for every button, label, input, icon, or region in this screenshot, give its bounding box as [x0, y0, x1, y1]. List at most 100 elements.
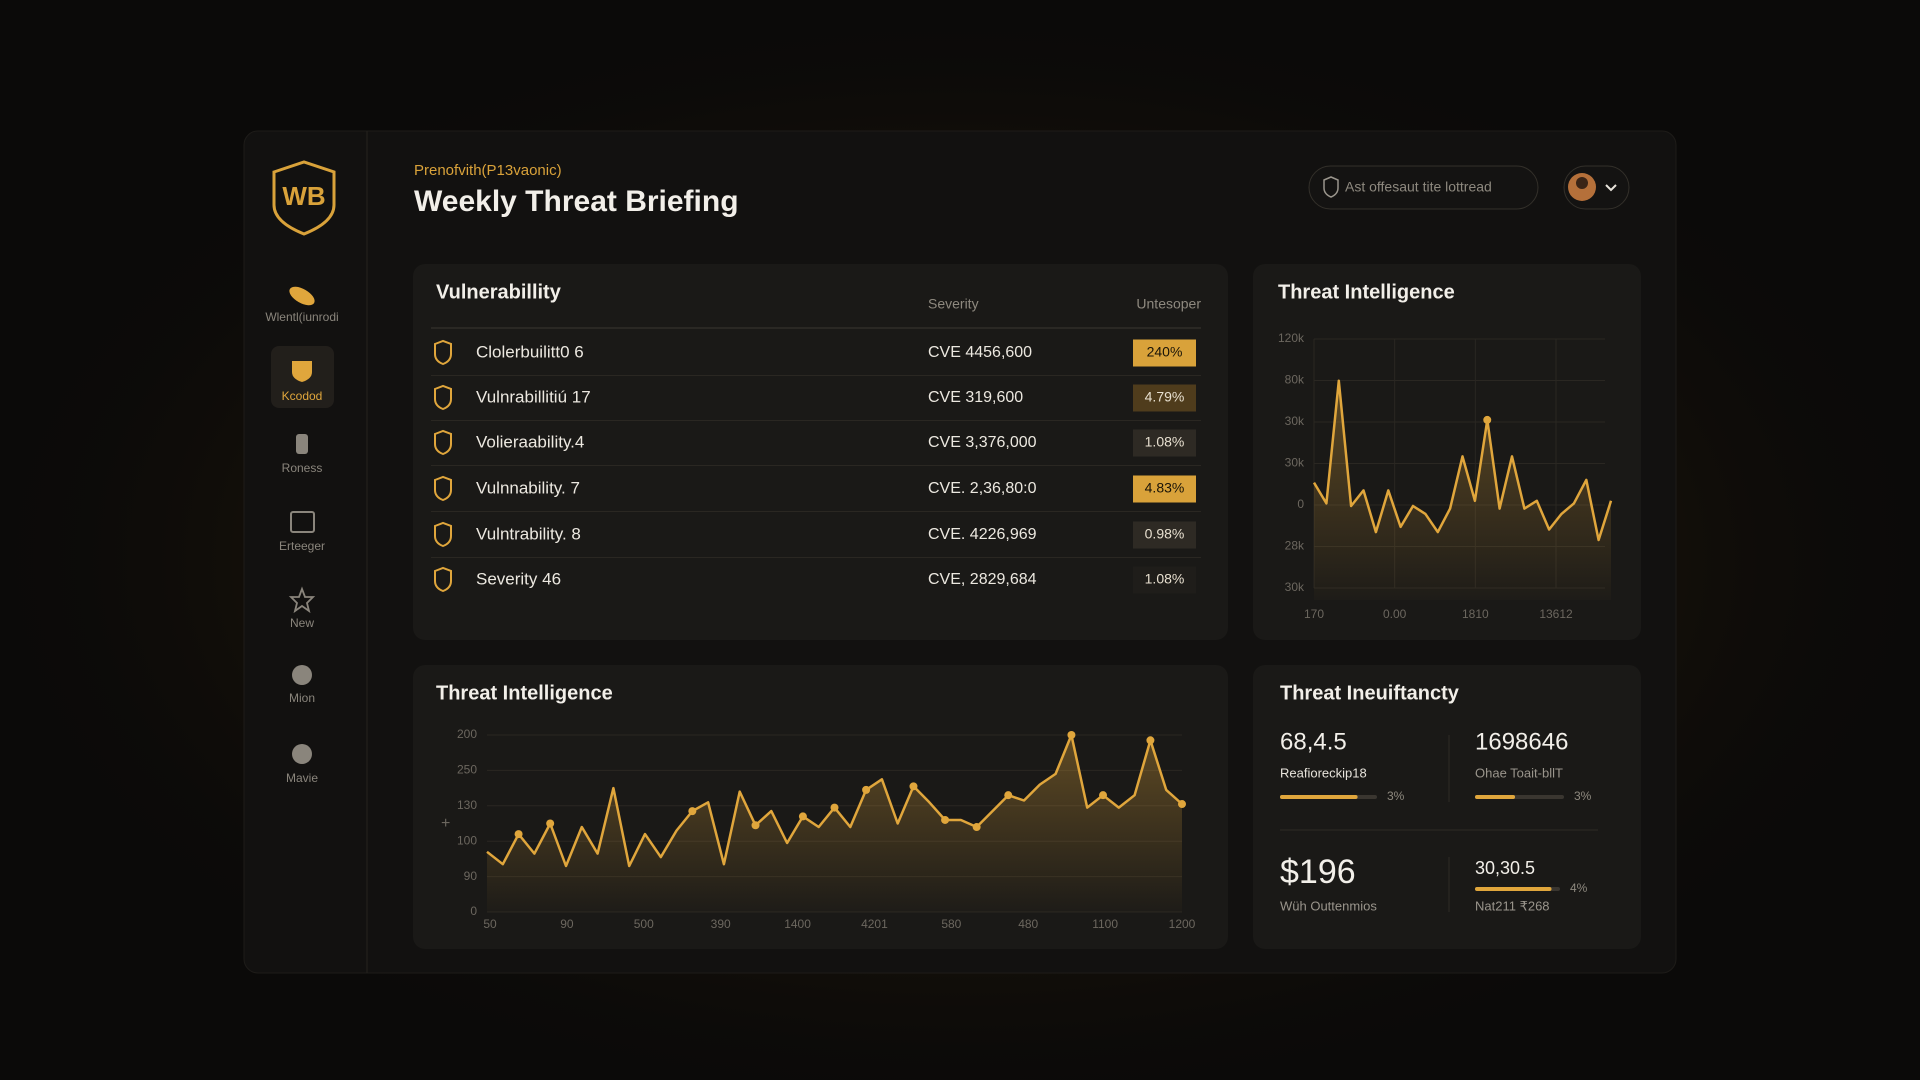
- x-tick-label: 580: [941, 917, 961, 931]
- point: [1099, 791, 1108, 800]
- row-share: 4.79%: [1145, 389, 1185, 405]
- nav-label[interactable]: Mavie: [286, 771, 318, 785]
- nav-label[interactable]: Kcodod: [282, 389, 323, 403]
- stat-value: 30,30.5: [1475, 858, 1535, 878]
- progress-bar: [1280, 795, 1358, 799]
- y-tick-label: 80k: [1285, 373, 1305, 387]
- nav-label[interactable]: New: [290, 616, 314, 630]
- point: [798, 812, 807, 821]
- row-name: Vulnrabillitiú 17: [476, 387, 591, 406]
- stat-label: Reafioreckip18: [1280, 765, 1367, 780]
- row-icon: [434, 339, 452, 366]
- row-share: 1.08%: [1145, 434, 1185, 450]
- stat-value: 1698646: [1475, 728, 1568, 755]
- row-share: 1.08%: [1145, 571, 1185, 587]
- y-tick-label: 200: [457, 727, 477, 741]
- threat-inefficiency-panel: [1253, 665, 1641, 949]
- x-tick-label: 390: [711, 917, 731, 931]
- column-header: Severity: [928, 296, 979, 312]
- nav-label[interactable]: Roness: [282, 461, 323, 475]
- logo-text: WB: [282, 181, 325, 211]
- nav-label[interactable]: Wlentl(iunrodi: [265, 310, 338, 324]
- stat-label: Nat211 ₹268: [1475, 898, 1550, 913]
- column-header: Untesoper: [1136, 296, 1201, 312]
- x-tick-label: 4201: [861, 917, 888, 931]
- row-share: 4.83%: [1145, 480, 1185, 496]
- point: [1178, 800, 1186, 809]
- row-badge: [1133, 429, 1196, 457]
- point: [1483, 415, 1492, 424]
- nav-icon: [289, 286, 315, 306]
- point: [830, 803, 839, 812]
- y-tick-label: 30k: [1285, 456, 1305, 470]
- logo-shield: [272, 160, 336, 236]
- avatar-head: [1576, 177, 1588, 189]
- row-cve: CVE, 2829,684: [928, 571, 1037, 588]
- row-name: Vulnnability. 7: [476, 478, 580, 497]
- row-name: Severity 46: [476, 569, 561, 588]
- y-tick-label: 100: [457, 833, 477, 847]
- row-icon: [434, 384, 452, 411]
- point: [514, 830, 523, 839]
- nav-icon: [292, 361, 312, 382]
- nav-icon: [290, 511, 315, 533]
- x-tick-label: 90: [560, 917, 574, 931]
- x-tick-label: 0.00: [1383, 607, 1407, 621]
- point: [688, 807, 697, 816]
- row-badge: [1133, 521, 1196, 549]
- y-tick-label: 30k: [1285, 580, 1305, 594]
- row-cve: CVE. 2,36,80:0: [928, 480, 1037, 497]
- stat-pct: 4%: [1570, 881, 1588, 895]
- row-icon: [434, 521, 452, 548]
- row-badge: [1133, 566, 1196, 594]
- y-tick-label: 30k: [1285, 414, 1305, 428]
- page-title: Weekly Threat Briefing: [414, 185, 739, 218]
- y-tick-label: 120k: [1278, 331, 1305, 345]
- progress-bar: [1475, 887, 1552, 891]
- point: [751, 821, 760, 830]
- point: [862, 785, 871, 794]
- area: [1314, 380, 1611, 600]
- point: [1004, 791, 1013, 800]
- eyebrow: Prenofvith(P13vaonic): [414, 162, 562, 179]
- row-name: Clolerbuilitt0 6: [476, 342, 584, 361]
- nav-icon: [288, 586, 316, 614]
- stat-label: Ohae Toait-bllT: [1475, 765, 1563, 780]
- stat-value: 68,4.5: [1280, 728, 1347, 755]
- x-tick-label: 1100: [1092, 917, 1118, 931]
- panel-title: Vulnerabillity: [436, 281, 562, 303]
- row-badge: [1133, 384, 1196, 412]
- y-tick-label: 0: [470, 904, 477, 918]
- area: [487, 735, 1182, 912]
- nav-label[interactable]: Mion: [289, 691, 315, 705]
- row-share: 240%: [1147, 344, 1183, 360]
- y-tick-label: 250: [457, 763, 477, 777]
- nav-icon: [292, 665, 312, 685]
- nav-label[interactable]: Erteeger: [279, 539, 325, 553]
- search-icon: [1323, 176, 1339, 198]
- point: [941, 815, 950, 824]
- y-tick-label: 28k: [1285, 539, 1305, 553]
- x-tick-label: 1200: [1169, 917, 1196, 931]
- x-tick-label: 170: [1304, 607, 1324, 621]
- x-tick-label: 1810: [1462, 607, 1489, 621]
- y-tick-label: 0: [1297, 497, 1304, 511]
- panel-title: Threat Intelligence: [1278, 281, 1455, 303]
- row-badge: [1133, 475, 1196, 503]
- point: [909, 782, 918, 791]
- x-tick-label: 13612: [1539, 607, 1573, 621]
- row-name: Volieraability.4: [476, 432, 584, 451]
- point: [972, 823, 981, 832]
- x-tick-label: 50: [483, 917, 497, 931]
- row-cve: CVE 4456,600: [928, 344, 1032, 361]
- row-icon: [434, 475, 452, 502]
- point: [546, 819, 555, 828]
- stat-label: Wüh Outtenmios: [1280, 898, 1377, 913]
- row-cve: CVE 3,376,000: [928, 434, 1037, 451]
- vulnerability-panel: [413, 264, 1228, 640]
- panel-title: Threat Intelligence: [436, 682, 613, 704]
- x-tick-label: 480: [1018, 917, 1038, 931]
- search-box[interactable]: [1308, 165, 1539, 210]
- row-icon: [434, 566, 452, 593]
